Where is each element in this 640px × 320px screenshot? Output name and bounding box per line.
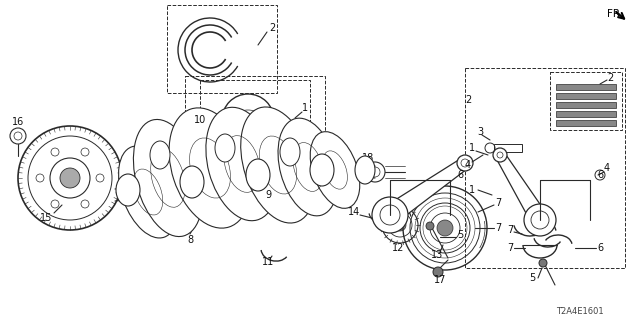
Ellipse shape <box>280 138 300 166</box>
Text: 10: 10 <box>194 115 206 125</box>
Text: 2: 2 <box>607 73 613 83</box>
Ellipse shape <box>180 166 204 198</box>
Text: 17: 17 <box>434 275 446 285</box>
Text: 18: 18 <box>362 153 374 163</box>
Bar <box>200 80 310 160</box>
Ellipse shape <box>310 132 360 208</box>
Bar <box>185 76 325 171</box>
Ellipse shape <box>355 156 375 184</box>
Circle shape <box>524 204 556 236</box>
Bar <box>550 72 622 130</box>
Text: T2A4E1601: T2A4E1601 <box>556 308 604 316</box>
Bar <box>556 84 616 90</box>
Circle shape <box>437 220 453 236</box>
Text: 3: 3 <box>477 127 483 137</box>
Text: 5: 5 <box>529 273 535 283</box>
Ellipse shape <box>118 146 177 238</box>
Bar <box>494 144 522 152</box>
Text: 14: 14 <box>348 207 360 217</box>
Circle shape <box>394 219 406 231</box>
Text: 8: 8 <box>187 235 193 245</box>
Text: 7: 7 <box>507 243 513 253</box>
Text: 4: 4 <box>299 143 305 153</box>
Text: 4: 4 <box>265 150 271 160</box>
Text: 16: 16 <box>12 117 24 127</box>
Ellipse shape <box>241 107 316 223</box>
Ellipse shape <box>215 134 235 162</box>
Bar <box>167 5 277 93</box>
Ellipse shape <box>278 118 338 216</box>
Bar <box>352 165 368 171</box>
Text: 13: 13 <box>431 250 443 260</box>
Text: 3: 3 <box>292 127 298 137</box>
Bar <box>556 93 616 99</box>
Text: 1: 1 <box>469 185 475 195</box>
Text: 4: 4 <box>465 160 471 170</box>
Ellipse shape <box>206 107 278 221</box>
Polygon shape <box>384 158 468 223</box>
Ellipse shape <box>169 108 251 228</box>
Ellipse shape <box>310 154 334 186</box>
Text: 6: 6 <box>457 170 463 180</box>
Circle shape <box>539 259 547 267</box>
Circle shape <box>493 148 507 162</box>
Text: 1: 1 <box>469 143 475 153</box>
Text: 6: 6 <box>597 243 603 253</box>
Text: 4: 4 <box>604 163 610 173</box>
Text: 7: 7 <box>495 223 501 233</box>
Text: 6: 6 <box>597 170 603 180</box>
Text: 9: 9 <box>265 190 271 200</box>
Circle shape <box>60 168 80 188</box>
Bar <box>556 102 616 108</box>
Text: 2: 2 <box>269 23 275 33</box>
Text: 7: 7 <box>507 225 513 235</box>
Ellipse shape <box>150 141 170 169</box>
Text: FR.: FR. <box>607 9 623 19</box>
Text: 7: 7 <box>495 198 501 208</box>
Bar <box>556 111 616 117</box>
Circle shape <box>433 267 443 277</box>
Bar <box>465 68 625 268</box>
Circle shape <box>457 155 473 171</box>
Text: 11: 11 <box>262 257 274 267</box>
Circle shape <box>372 197 408 233</box>
Ellipse shape <box>246 159 270 191</box>
Text: 12: 12 <box>392 243 404 253</box>
Ellipse shape <box>116 174 140 206</box>
Text: 2: 2 <box>465 95 471 105</box>
Bar <box>556 120 616 126</box>
Ellipse shape <box>133 119 203 236</box>
Text: 15: 15 <box>40 213 52 223</box>
Circle shape <box>426 222 434 230</box>
Text: 5: 5 <box>457 230 463 240</box>
Polygon shape <box>496 152 548 225</box>
Text: 1: 1 <box>302 103 308 113</box>
